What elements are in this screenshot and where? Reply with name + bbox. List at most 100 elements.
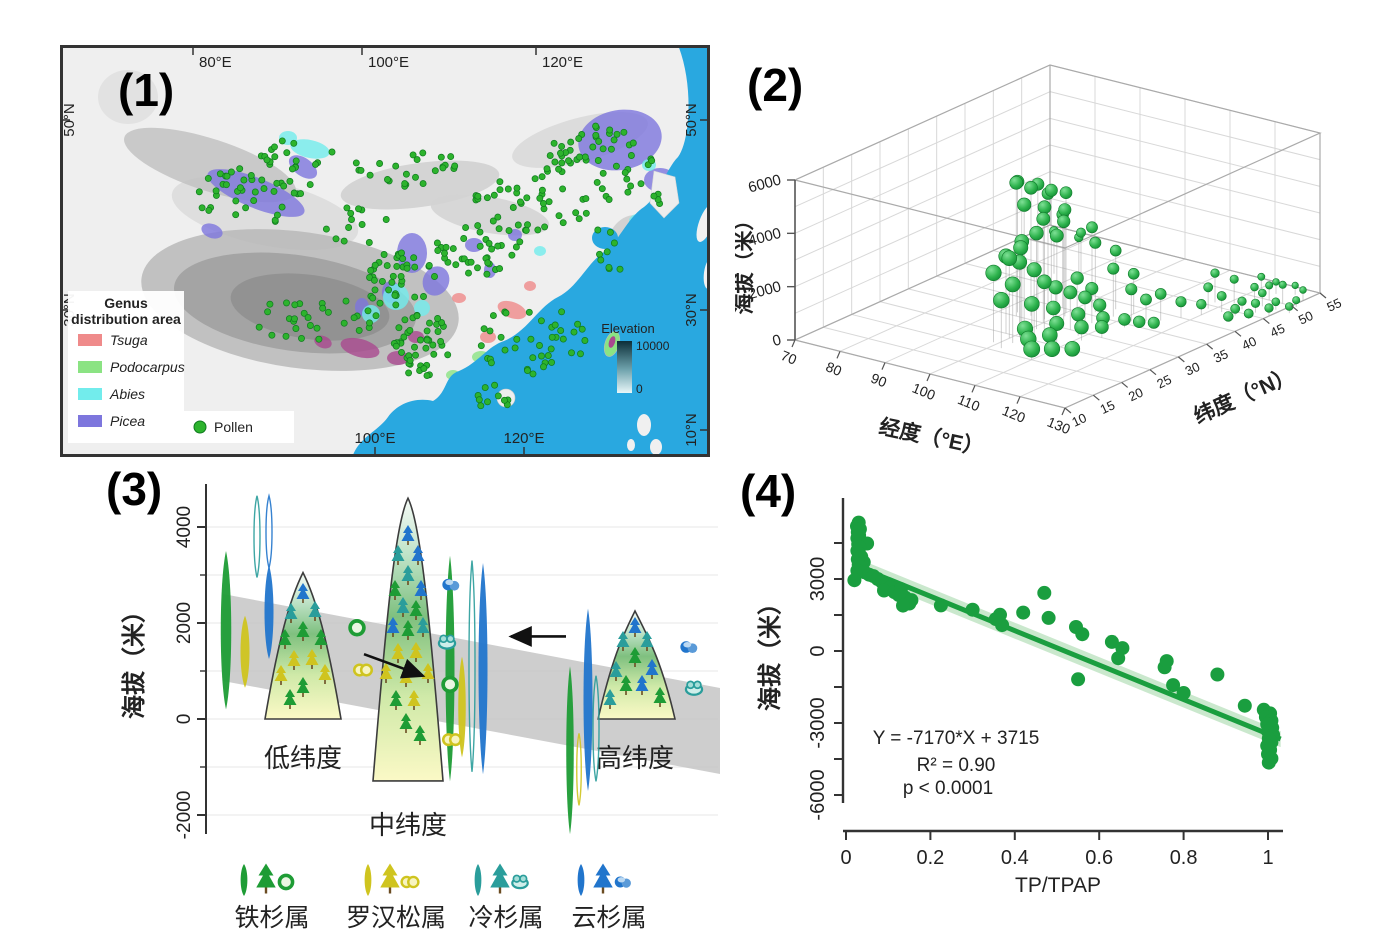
pollen-dot xyxy=(236,165,244,173)
pollen-dot xyxy=(389,272,397,280)
tree-icon xyxy=(593,863,613,894)
map-tick-right: 30°N xyxy=(683,293,700,327)
violin-picea xyxy=(478,563,488,775)
pollen-grain-icon xyxy=(684,680,704,696)
data-sphere xyxy=(1009,175,1024,190)
pollen-dot xyxy=(550,139,558,147)
pollen-dot xyxy=(255,323,263,331)
tree-icon xyxy=(278,629,292,649)
elevation-legend: Elevation 10000 0 xyxy=(601,321,669,396)
korea-land xyxy=(649,170,680,219)
pollen-dot xyxy=(475,396,483,404)
data-sphere xyxy=(1089,236,1102,249)
tree-icon xyxy=(386,617,400,637)
pollen-dot xyxy=(429,341,437,349)
pollen-dot xyxy=(240,176,248,184)
lon-tick: 130 xyxy=(1045,414,1073,438)
pollen-dot xyxy=(574,320,582,328)
philippines-island xyxy=(637,414,651,436)
p-value-text: p < 0.0001 xyxy=(903,778,993,799)
mountain xyxy=(596,609,677,720)
pollen-dot xyxy=(290,139,298,147)
panel-3-label: (3) xyxy=(106,463,163,515)
violin-picea xyxy=(583,608,593,791)
tree-icon xyxy=(628,647,642,667)
violin-tsuga xyxy=(220,551,232,710)
pollen-dot xyxy=(370,276,378,284)
pollen-dot xyxy=(494,242,502,250)
pollen-dot xyxy=(306,181,314,189)
corner-shade xyxy=(98,70,158,124)
data-sphere xyxy=(1086,221,1098,234)
pollen-dot xyxy=(582,209,590,217)
tree-icon xyxy=(296,621,310,641)
pollen-dot xyxy=(423,372,431,380)
pollen-dot xyxy=(606,228,614,236)
pollen-dot xyxy=(489,312,497,320)
legend-violin xyxy=(240,864,248,896)
lon-tick: 80 xyxy=(824,358,845,379)
data-sphere xyxy=(1154,288,1167,300)
regression-annotation: Y = -7170*X + 3715 R² = 0.90p < 0.0001 xyxy=(873,728,1040,799)
elevation-max: 10000 xyxy=(636,339,670,353)
pollen-dot xyxy=(605,196,613,203)
tree-icon xyxy=(653,687,667,707)
pollen-dot xyxy=(395,324,403,332)
pollen-dot xyxy=(270,187,278,195)
pollen-dot xyxy=(547,345,555,353)
tree-icon xyxy=(379,663,393,683)
data-sphere xyxy=(1271,297,1281,307)
pollen-dot xyxy=(477,342,485,350)
violin-podocarpus xyxy=(458,656,466,758)
pollen-dot xyxy=(496,186,504,194)
data-sphere xyxy=(1299,286,1307,294)
lon-tick: 120 xyxy=(1000,402,1028,426)
pollen-grain-icon xyxy=(441,733,463,747)
pollen-dot xyxy=(278,137,286,145)
y-axis: -2000 0 2000 4000 海拔（米） xyxy=(120,484,207,839)
data-sphere xyxy=(1210,268,1220,278)
pollen-dot xyxy=(449,245,457,253)
data-sphere xyxy=(1004,276,1021,293)
map-svg: 80°E100°E120°E100°E120°E50°N30°N50°N30°N… xyxy=(60,45,710,457)
y-axis-title: 海拔（米） xyxy=(120,599,148,719)
data-sphere xyxy=(1223,311,1234,322)
tree-icon xyxy=(284,603,298,623)
data-point xyxy=(1210,667,1225,682)
pollen-dot xyxy=(624,188,632,196)
pollen-dot xyxy=(298,334,305,342)
pollen-dot xyxy=(551,321,559,329)
pollen-grain-icon xyxy=(441,675,459,694)
pollen-dot xyxy=(371,261,379,269)
pollen-dot xyxy=(529,370,537,378)
pollen-dot xyxy=(513,184,521,192)
data-sphere xyxy=(1230,303,1241,314)
pollen-dot xyxy=(392,342,400,350)
data-sphere xyxy=(1147,316,1160,329)
pollen-dot xyxy=(511,344,519,352)
pollen-dot xyxy=(319,304,327,312)
pollen-dot xyxy=(313,324,321,332)
data-sphere xyxy=(1292,296,1301,305)
pollen-grain-icon xyxy=(437,634,457,650)
data-sphere xyxy=(1291,281,1299,289)
pollen-dot xyxy=(391,291,399,299)
pollen-dot xyxy=(575,215,583,223)
pollen-dot xyxy=(612,162,620,170)
violin-podocarpus xyxy=(576,733,582,806)
data-sphere xyxy=(1257,288,1267,298)
pollen-dot xyxy=(575,135,583,143)
pollen-dot xyxy=(598,185,606,193)
tree-icon xyxy=(388,580,402,600)
map-tick-top: 120°E xyxy=(542,54,583,71)
pollen-dot xyxy=(423,336,431,344)
pollen-dot xyxy=(491,381,499,389)
map-tick-bottom: 120°E xyxy=(503,430,544,447)
pollen-dot xyxy=(496,265,504,273)
pollen-dot xyxy=(496,178,504,186)
pollen-dot xyxy=(357,166,365,174)
data-sphere xyxy=(1264,303,1274,313)
pollen-dot xyxy=(411,343,418,351)
elevation-min: 0 xyxy=(636,382,643,396)
pollen-dot xyxy=(610,239,618,247)
